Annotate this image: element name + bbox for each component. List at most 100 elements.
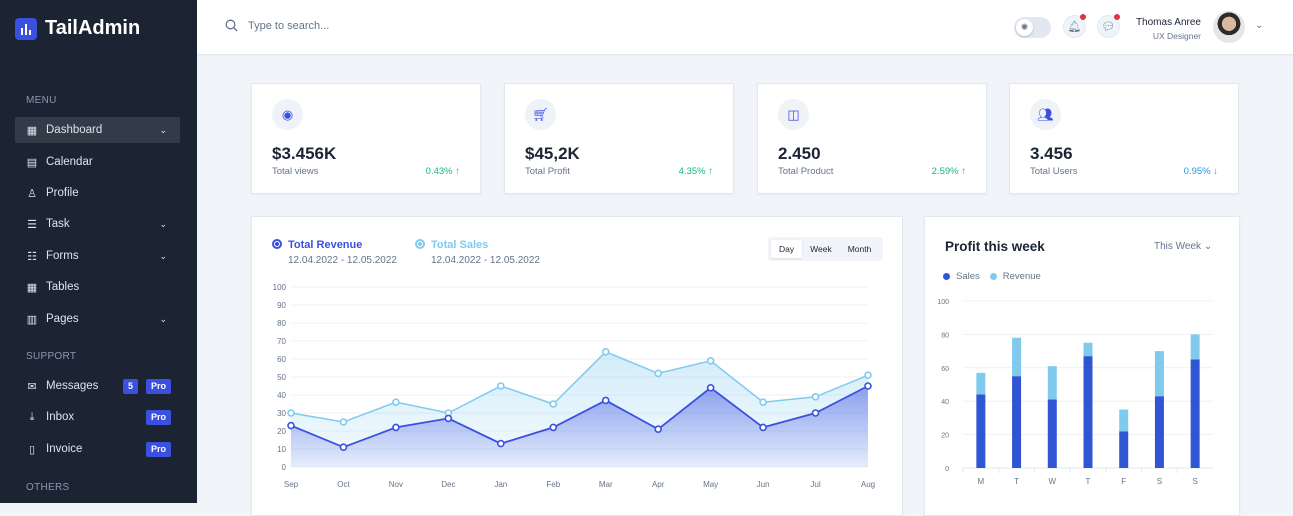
data-point xyxy=(549,423,558,432)
avatar[interactable] xyxy=(1213,11,1245,43)
logo[interactable]: TailAdmin xyxy=(15,17,140,40)
notification-button[interactable]: 🔔︎ xyxy=(1063,14,1086,38)
grid-icon: ▦ xyxy=(26,124,38,137)
stat-change: 4.35% ↑ xyxy=(678,166,713,177)
data-point xyxy=(811,409,820,417)
cart-icon: 🛒︎ xyxy=(525,99,556,130)
y-tick-label: 30 xyxy=(277,409,286,418)
legend-sales[interactable]: Sales xyxy=(956,271,980,282)
x-tick-label: Aug xyxy=(861,480,875,489)
period-day-button[interactable]: Day xyxy=(771,240,803,258)
chart-title: Profit this week xyxy=(945,239,1045,254)
bar-sales xyxy=(1012,376,1022,468)
x-tick-label: M xyxy=(978,477,985,486)
legend-total-sales[interactable]: Total Sales xyxy=(415,239,488,251)
chevron-down-icon[interactable]: ⌄ xyxy=(1255,20,1264,31)
profit-chart-card: Profit this week This Week ⌄ Sales Reven… xyxy=(924,216,1240,516)
x-tick-label: Mar xyxy=(599,480,613,489)
area-chart: 0 10 20 30 40 50 60 70 80 90 100 Sep Oct Nov Dec Jan Feb… xyxy=(273,283,875,489)
search-box[interactable]: Type to search... xyxy=(225,19,329,32)
data-point xyxy=(339,443,348,451)
sidebar-item-calendar[interactable]: ▤ Calendar xyxy=(15,149,180,175)
legend-label: Total Sales xyxy=(431,239,489,251)
chevron-down-icon: ⌄ xyxy=(159,313,167,324)
bar-sales xyxy=(1154,396,1164,468)
header: Type to search... ✺ 🔔︎ 💬︎ Thomas Anree U… xyxy=(197,0,1293,54)
bar-revenue xyxy=(1083,342,1093,357)
chat-icon: 💬︎ xyxy=(1101,21,1116,33)
data-point xyxy=(549,400,558,408)
sidebar-item-task[interactable]: ☰ Task ⌄ xyxy=(15,211,180,237)
radio-icon xyxy=(415,239,425,249)
x-tick-label: Nov xyxy=(389,480,403,489)
pages-icon: ▥ xyxy=(26,313,38,326)
y-tick-label: 40 xyxy=(941,399,949,406)
data-point xyxy=(601,348,610,356)
period-month-button[interactable]: Month xyxy=(847,244,872,254)
period-week-button[interactable]: Week xyxy=(810,244,832,254)
task-list-icon: ☰ xyxy=(27,218,37,231)
bar-chart: 0 20 40 60 80 100 M T W T F S S xyxy=(937,299,1213,486)
legend-total-revenue[interactable]: Total Revenue xyxy=(272,239,362,251)
x-tick-label: Apr xyxy=(652,480,665,489)
area-total-revenue xyxy=(291,386,868,467)
sidebar-item-label: Tables xyxy=(46,281,80,293)
y-tick-label: 70 xyxy=(277,337,286,346)
data-point xyxy=(706,384,715,392)
sidebar-item-messages[interactable]: ✉ Messages 5 Pro xyxy=(15,373,180,399)
sun-icon: ✺ xyxy=(1016,19,1033,36)
x-tick-label: S xyxy=(1192,477,1197,486)
revenue-chart-card: Total Revenue 12.04.2022 - 12.05.2022 To… xyxy=(251,216,903,516)
messages-button[interactable]: 💬︎ xyxy=(1097,14,1120,38)
data-point xyxy=(864,382,872,390)
revenue-swatch xyxy=(989,273,997,280)
week-filter-dropdown[interactable]: This Week ⌄ xyxy=(1154,241,1212,252)
data-point xyxy=(759,398,767,406)
sidebar-item-label: Dashboard xyxy=(46,124,103,136)
legend-label: Total Revenue xyxy=(288,239,363,251)
sidebar-item-invoice[interactable]: ▯ Invoice Pro xyxy=(15,436,180,462)
bar-sales xyxy=(976,394,986,468)
user-icon: ♙ xyxy=(27,187,37,200)
y-tick-label: 60 xyxy=(277,355,286,364)
legend-revenue[interactable]: Revenue xyxy=(1002,271,1041,282)
menu-section-title: MENU xyxy=(26,95,57,106)
bar-sales xyxy=(1047,399,1057,468)
inbox-icon: ⤓ xyxy=(29,410,35,423)
bag-icon: ◫ xyxy=(778,99,809,130)
stat-card-total-profit: 🛒︎ $45,2K Total Profit 4.35% ↑ xyxy=(504,83,734,194)
y-tick-label: 0 xyxy=(282,463,287,472)
x-tick-label: Sep xyxy=(284,480,299,489)
x-tick-label: S xyxy=(1157,477,1162,486)
calendar-icon: ▤ xyxy=(26,156,38,169)
sidebar-item-forms[interactable]: ☷ Forms ⌄ xyxy=(15,243,180,269)
sidebar-item-dashboard[interactable]: ▦ Dashboard ⌄ xyxy=(15,117,180,143)
y-tick-label: 50 xyxy=(277,373,286,382)
y-tick-label: 20 xyxy=(277,427,286,436)
y-tick-label: 60 xyxy=(941,366,949,373)
user-name[interactable]: Thomas Anree xyxy=(1135,17,1201,28)
x-tick-label: T xyxy=(1086,477,1091,486)
stat-value: 3.456 xyxy=(1030,144,1073,163)
user-role: UX Designer xyxy=(1152,31,1201,41)
search-input[interactable]: Type to search... xyxy=(248,19,330,32)
sidebar-item-pages[interactable]: ▥ Pages ⌄ xyxy=(15,306,180,332)
bar-revenue xyxy=(976,372,986,395)
data-point xyxy=(287,421,295,430)
chevron-down-icon: ⌄ xyxy=(159,124,167,135)
dark-mode-toggle[interactable]: ✺ xyxy=(1014,17,1051,38)
sidebar-item-inbox[interactable]: ⤓ Inbox Pro xyxy=(15,404,180,430)
sidebar-item-tables[interactable]: ▦ Tables xyxy=(15,274,180,300)
x-tick-label: Jun xyxy=(757,480,770,489)
stat-change: 2.59% ↑ xyxy=(931,166,966,177)
y-tick-label: 80 xyxy=(277,319,286,328)
stat-value: $45,2K xyxy=(525,144,580,163)
stat-label: Total Users xyxy=(1030,166,1078,177)
line-total-revenue xyxy=(290,385,869,449)
stat-label: Total Profit xyxy=(525,166,570,177)
sidebar-item-profile[interactable]: ♙ Profile xyxy=(15,180,180,206)
sidebar-item-label: Forms xyxy=(46,250,79,262)
bar-revenue xyxy=(1154,351,1164,397)
count-badge: 5 xyxy=(123,378,139,394)
sidebar-item-label: Inbox xyxy=(46,411,75,423)
